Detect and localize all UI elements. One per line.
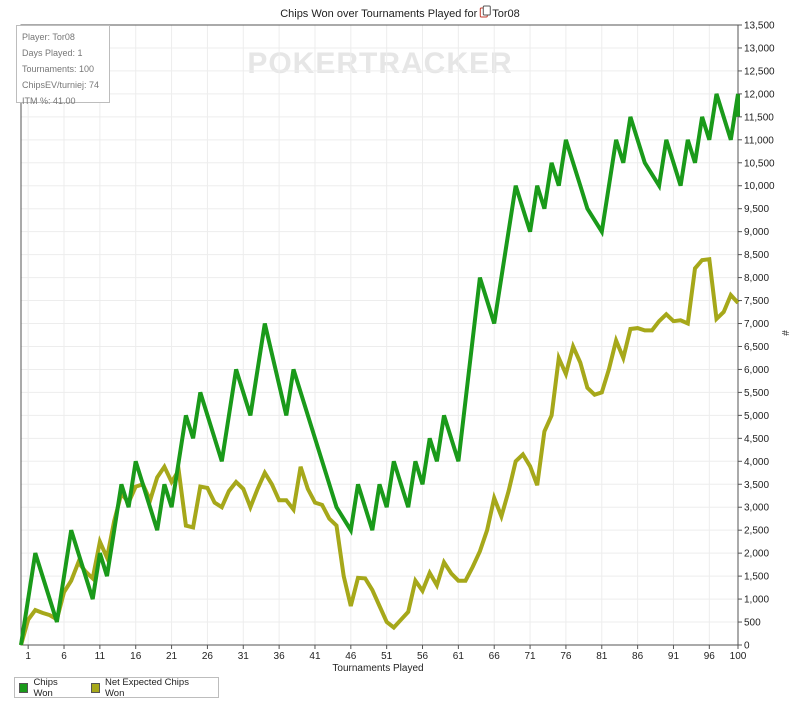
y-tick-label: 5,500 xyxy=(744,388,769,399)
legend-item-net-expected[interactable]: Net Expected Chips Won xyxy=(90,676,204,699)
x-tick-label: 56 xyxy=(417,651,429,662)
info-tournaments: Tournaments: 100 xyxy=(22,64,95,74)
series-line-net-expected[interactable] xyxy=(19,256,740,646)
y-tick-label: 2,000 xyxy=(744,549,769,560)
x-tick-label: 61 xyxy=(453,651,465,662)
player-icon xyxy=(479,5,491,18)
y-tick-label: 10,000 xyxy=(744,181,775,192)
x-tick-label: 76 xyxy=(560,651,572,662)
chart-title: Chips Won over Tournaments Played for xyxy=(280,8,477,20)
y-tick-label: 10,500 xyxy=(744,158,775,169)
y-tick-label: 11,500 xyxy=(744,112,774,123)
watermark-text: POKERTRACKER xyxy=(247,47,512,80)
y-tick-label: 4,500 xyxy=(744,434,769,445)
info-player: Player: Tor08 xyxy=(22,32,75,42)
x-axis-label: Tournaments Played xyxy=(332,663,423,674)
y-tick-label: 8,000 xyxy=(744,273,769,284)
y-tick-label: 11,000 xyxy=(744,135,774,146)
series-line-chips-won[interactable] xyxy=(19,93,740,646)
x-tick-label: 46 xyxy=(345,651,357,662)
x-tick-label: 16 xyxy=(130,651,142,662)
x-tick-label: 41 xyxy=(309,651,321,662)
legend-label-net-expected: Net Expected Chips Won xyxy=(104,676,189,699)
player-info-box: Player: Tor08 Days Played: 1 Tournaments… xyxy=(16,25,110,106)
y-tick-label: 3,000 xyxy=(744,503,769,514)
grid-layer xyxy=(21,24,739,646)
y-tick-label: 12,500 xyxy=(744,66,775,77)
legend-item-chips-won[interactable]: Chips Won xyxy=(19,677,77,699)
x-tick-label: 26 xyxy=(202,651,214,662)
y-tick-label: 13,000 xyxy=(744,43,775,54)
x-tick-label: 1 xyxy=(25,651,31,662)
x-tick-label: 81 xyxy=(596,651,608,662)
legend-label-chips-won: Chips Won xyxy=(33,676,58,699)
x-axis-ticks: 1 6 11 16 21 26 31 36 41 46 51 56 61 66 71 76 81 86 91 96 10… xyxy=(25,645,747,662)
x-tick-label: 36 xyxy=(274,651,286,662)
x-tick-label: 96 xyxy=(704,651,716,662)
x-tick-label: 91 xyxy=(668,651,680,662)
chart-title-group: Chips Won over Tournaments Played for To… xyxy=(280,5,520,20)
x-tick-label: 11 xyxy=(95,651,106,662)
chart-title-player: Tor08 xyxy=(492,8,520,20)
x-tick-label: 71 xyxy=(525,651,537,662)
y-tick-label: 6,000 xyxy=(744,365,769,376)
series-layer xyxy=(19,93,740,646)
y-tick-label: 5,000 xyxy=(744,411,769,422)
chart-legend: Chips Won Net Expected Chips Won xyxy=(14,676,219,699)
y-axis-label: # xyxy=(779,330,790,336)
x-tick-label: 6 xyxy=(61,651,67,662)
x-tick-label: 66 xyxy=(489,651,501,662)
info-chipsev: ChipsEV/turniej: 74 xyxy=(22,80,100,90)
x-tick-label: 100 xyxy=(730,651,747,662)
y-tick-label: 9,500 xyxy=(744,204,769,215)
legend-swatch-net-expected xyxy=(90,682,100,693)
x-tick-label: 51 xyxy=(381,651,393,662)
y-tick-label: 7,500 xyxy=(744,296,769,307)
x-tick-label: 31 xyxy=(238,651,250,662)
y-tick-label: 0 xyxy=(744,641,750,652)
y-tick-label: 8,500 xyxy=(744,250,769,261)
y-tick-label: 1,500 xyxy=(744,572,769,583)
y-tick-label: 12,000 xyxy=(744,89,775,100)
y-tick-label: 6,500 xyxy=(744,342,769,353)
y-tick-label: 2,500 xyxy=(744,526,769,537)
y-tick-label: 1,000 xyxy=(744,595,769,606)
y-axis-ticks: 0 500 1,000 1,500 2,000 2,500 3,000 3,500 4,000 4… xyxy=(738,21,775,652)
legend-swatch-chips-won xyxy=(19,682,29,693)
y-tick-label: 13,500 xyxy=(744,21,775,32)
x-tick-label: 21 xyxy=(166,651,178,662)
info-days-played: Days Played: 1 xyxy=(22,48,83,58)
y-tick-label: 9,000 xyxy=(744,227,769,238)
y-tick-label: 500 xyxy=(744,618,761,629)
info-itm: ITM %: 41.00 xyxy=(22,96,76,106)
x-tick-label: 86 xyxy=(632,651,644,662)
y-tick-label: 7,000 xyxy=(744,319,769,330)
plot-area xyxy=(20,24,739,646)
y-tick-label: 4,000 xyxy=(744,457,769,468)
y-tick-label: 3,500 xyxy=(744,480,769,491)
